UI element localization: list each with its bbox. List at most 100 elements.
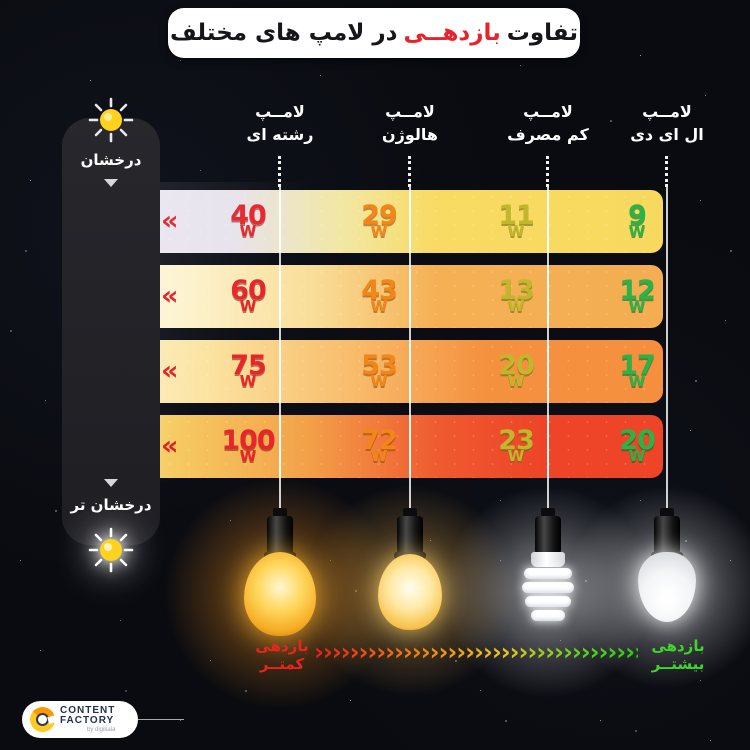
watt-number: 75	[230, 349, 267, 381]
watt-unit: W	[507, 371, 525, 390]
cfl-bulb-base	[531, 552, 565, 567]
more-efficiency-label: بازدهی بیشتــر	[630, 637, 726, 673]
watt-value: 60 W	[208, 274, 288, 312]
watt-number: 43	[361, 274, 398, 306]
watt-number: 40	[230, 199, 267, 231]
column-header-line1: لامــپ	[523, 102, 573, 121]
column-header-halogen: لامــپ هالوژن	[345, 100, 475, 146]
bulb-socket	[532, 516, 564, 559]
watt-number: 11	[498, 199, 535, 231]
watt-number: 53	[361, 349, 398, 381]
bulb-socket	[651, 516, 683, 559]
cfl-bulb	[520, 568, 576, 621]
column-header-led: لامــپ ال ای دی	[602, 100, 732, 146]
watt-number: 17	[619, 349, 656, 381]
watt-value: 29 W	[339, 199, 419, 240]
watt-number: 72	[361, 424, 398, 456]
dotted-guide-line	[278, 156, 281, 187]
watt-number: 20	[498, 349, 535, 381]
more-efficiency-line2: بیشتــر	[651, 655, 705, 673]
column-header-line2: هالوژن	[381, 125, 438, 145]
watt-unit: W	[628, 371, 646, 390]
logo-subtext: by digikala	[86, 726, 116, 733]
arrow-down-icon	[104, 479, 118, 487]
column-header-line2: ال ای دی	[630, 125, 704, 145]
content-factory-icon	[30, 707, 55, 732]
watt-unit: W	[507, 296, 525, 315]
column-header-line2: کم مصرف	[507, 125, 589, 145]
double-chevron-icon: «	[161, 354, 179, 386]
watt-value: 11 W	[476, 199, 556, 240]
title-part2: در لامپ های مختلف	[170, 20, 398, 46]
column-header-incandescent: لامــپ رشته ای	[215, 100, 345, 146]
watt-number: 60	[230, 274, 267, 306]
watt-number: 20	[619, 424, 656, 456]
incandescent-bulb	[244, 552, 316, 636]
efficiency-gradient-arrow: ››››››››››››››››››››››››››››››››››››››››…	[314, 641, 638, 667]
watt-unit: W	[628, 446, 646, 465]
watt-unit: W	[370, 296, 388, 315]
dotted-guide-line	[665, 156, 668, 187]
watt-value: 20 W	[476, 349, 556, 390]
column-header-line1: لامــپ	[642, 102, 692, 121]
sun-glowing-icon	[88, 527, 134, 573]
watt-unit: W	[239, 221, 257, 240]
column-header-line2: رشته ای	[246, 125, 314, 145]
sun-icon	[88, 97, 134, 143]
brightness-scale-panel	[62, 118, 160, 545]
bulb-cap	[403, 508, 417, 518]
led-bulb	[638, 552, 696, 622]
brightness-bottom-label: درخشان تر	[70, 496, 152, 514]
column-guide-line	[666, 187, 668, 523]
watt-unit: W	[628, 221, 646, 240]
title-part1: تفاوت	[506, 20, 578, 46]
bulb-socket	[394, 516, 426, 559]
dotted-guide-line	[408, 156, 411, 187]
watt-value: 17 W	[597, 349, 677, 390]
watt-unit: W	[239, 371, 257, 390]
watt-unit: W	[628, 296, 646, 315]
watt-unit: W	[239, 446, 257, 465]
logo-divider-line	[138, 719, 184, 720]
logo-text: CONTENT FACTORY by digikala	[60, 704, 116, 733]
watt-value: 40 W	[208, 199, 288, 240]
watt-value: 53 W	[339, 349, 419, 390]
title-highlight: بازدهــی	[403, 20, 501, 46]
less-efficiency-label: بازدهی کمتــر	[234, 637, 330, 673]
watt-unit: W	[507, 221, 525, 240]
bulb-socket	[264, 516, 296, 559]
bulb-cap	[273, 508, 287, 518]
brightness-top-label: درخشان	[80, 151, 142, 169]
logo-line1: CONTENT	[60, 704, 116, 716]
logo-line2: FACTORY	[60, 715, 115, 727]
watt-unit: W	[507, 446, 525, 465]
watt-number: 100	[221, 424, 275, 456]
watt-value: 23 W	[476, 426, 556, 465]
watt-value: 12 W	[597, 274, 677, 315]
watt-number: 9	[628, 199, 647, 231]
watt-number: 29	[361, 199, 398, 231]
title-banner: تفاوت بازدهــی در لامپ های مختلف	[168, 8, 580, 58]
content-factory-logo: CONTENT FACTORY by digikala	[22, 701, 138, 738]
dotted-guide-line	[546, 156, 549, 187]
watt-unit: W	[370, 446, 388, 465]
halogen-bulb	[378, 554, 442, 630]
watt-value: 75 W	[208, 349, 288, 390]
bulb-cap	[541, 508, 555, 518]
column-header-line1: لامــپ	[385, 102, 435, 121]
less-efficiency-line1: بازدهی	[255, 637, 309, 655]
watt-number: 13	[498, 274, 535, 306]
watt-unit: W	[370, 221, 388, 240]
column-guide-line	[409, 187, 411, 523]
double-chevron-icon: «	[161, 429, 179, 461]
less-efficiency-line2: کمتــر	[259, 655, 305, 673]
watt-value: 13 W	[476, 274, 556, 315]
arrow-down-icon	[104, 179, 118, 187]
watt-number: 12	[619, 274, 656, 306]
watt-unit: W	[370, 371, 388, 390]
column-header-cfl: لامــپ کم مصرف	[483, 100, 613, 146]
column-header-line1: لامــپ	[255, 102, 305, 121]
column-guide-line	[547, 187, 549, 523]
